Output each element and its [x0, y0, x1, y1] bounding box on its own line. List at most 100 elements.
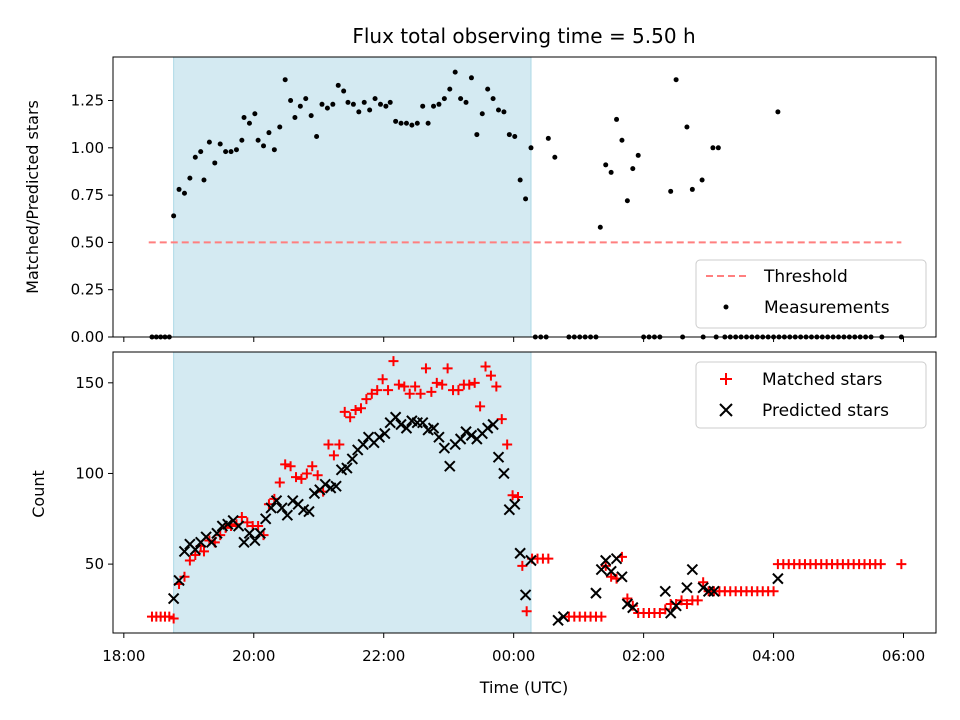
measurement-point: [282, 77, 288, 83]
predicted-point: [670, 600, 682, 612]
matched-point: [485, 370, 496, 381]
predicted-point: [557, 610, 570, 623]
measurement-point: [425, 120, 431, 126]
matched-point: [475, 401, 486, 412]
measurement-point: [588, 334, 594, 340]
measurement-point: [684, 124, 690, 130]
matched-point: [415, 388, 426, 399]
measurement-point: [485, 86, 491, 92]
predicted-point: [249, 534, 261, 547]
measurement-point: [367, 107, 373, 113]
measurement-point: [436, 101, 442, 107]
measurement-point: [792, 334, 798, 340]
matched-point: [692, 595, 703, 606]
predicted-point: [659, 585, 671, 598]
measurement-point: [201, 177, 207, 183]
measurement-point: [324, 105, 330, 111]
chart-title: Flux total observing time = 5.50 h: [352, 24, 695, 48]
matched-point: [312, 470, 323, 481]
ratio-observing-window: [173, 56, 532, 338]
matched-point: [361, 394, 372, 405]
matched-point: [184, 555, 195, 566]
ratio-plot-frame: [112, 56, 937, 338]
measurement-point: [593, 334, 599, 340]
matched-point: [323, 439, 334, 450]
predicted-point: [465, 429, 478, 442]
matched-point: [328, 450, 339, 461]
matched-point: [426, 386, 437, 397]
matched-point: [253, 521, 264, 532]
measurement-point: [722, 334, 728, 340]
measurement-point: [212, 160, 218, 166]
matched-point: [698, 577, 709, 588]
measurement-point: [239, 137, 245, 143]
predicted-point: [444, 460, 456, 472]
measurement-point: [377, 101, 383, 107]
measurement-point: [246, 120, 252, 126]
measurement-point: [898, 334, 904, 340]
measurement-point: [798, 334, 804, 340]
predicted-point: [525, 554, 537, 567]
matched-point: [296, 473, 307, 484]
legend-predicted-label: Predicted stars: [762, 401, 889, 421]
matched-point: [622, 593, 633, 604]
measurement-point: [463, 99, 469, 105]
matched-point: [355, 403, 366, 414]
matched-point: [676, 595, 687, 606]
legend-predicted-swatch: [719, 403, 733, 417]
measurement-point: [288, 98, 294, 104]
measurement-point: [754, 334, 760, 340]
matched-point: [242, 517, 253, 528]
measurement-point: [630, 166, 636, 172]
predicted-point: [681, 581, 693, 594]
matched-point: [399, 381, 410, 392]
count-y-tick-label: 50: [85, 555, 104, 573]
matched-point: [453, 385, 464, 396]
x-tick-label: 04:00: [752, 647, 795, 665]
measurement-point: [841, 334, 847, 340]
matched-point: [431, 377, 442, 388]
predicted-point: [460, 426, 472, 438]
predicted-point: [492, 451, 505, 463]
matched-point: [671, 598, 682, 609]
measurement-point: [727, 334, 733, 340]
count-legend-frame: [695, 361, 927, 429]
measurement-point: [528, 145, 534, 151]
measurement-point: [409, 122, 415, 128]
measurement-point: [314, 133, 320, 139]
measurement-point: [176, 186, 182, 192]
predicted-point: [270, 494, 283, 507]
measurement-point: [699, 177, 705, 183]
predicted-point: [308, 487, 321, 500]
predicted-point: [341, 462, 353, 474]
matched-point: [393, 379, 404, 390]
matched-point: [521, 606, 532, 617]
predicted-point: [509, 498, 521, 510]
measurement-point: [713, 334, 719, 340]
measurement-point: [597, 224, 603, 230]
measurement-point: [819, 334, 825, 340]
predicted-point: [590, 587, 602, 599]
predicted-point: [319, 478, 331, 491]
measurement-point: [814, 334, 820, 340]
measurement-point: [458, 96, 464, 102]
measurement-point: [552, 154, 558, 160]
predicted-point: [400, 422, 413, 434]
measurement-point: [308, 113, 314, 119]
matched-point: [372, 385, 383, 396]
measurement-point: [635, 152, 641, 158]
matched-point: [404, 388, 415, 399]
measurement-point: [153, 334, 159, 340]
matched-point: [274, 477, 285, 488]
ratio-y-tick-label: 0.25: [71, 281, 104, 299]
predicted-point: [243, 527, 256, 539]
predicted-point: [346, 453, 359, 465]
measurement-point: [852, 334, 858, 340]
ratio-legend-frame: [695, 259, 927, 329]
measurement-point: [414, 120, 420, 126]
x-tick-label: 02:00: [622, 647, 665, 665]
matched-point: [420, 363, 431, 374]
ratio-y-tick-label: 1.25: [71, 92, 104, 110]
matched-point: [896, 559, 907, 570]
predicted-point: [627, 601, 639, 614]
